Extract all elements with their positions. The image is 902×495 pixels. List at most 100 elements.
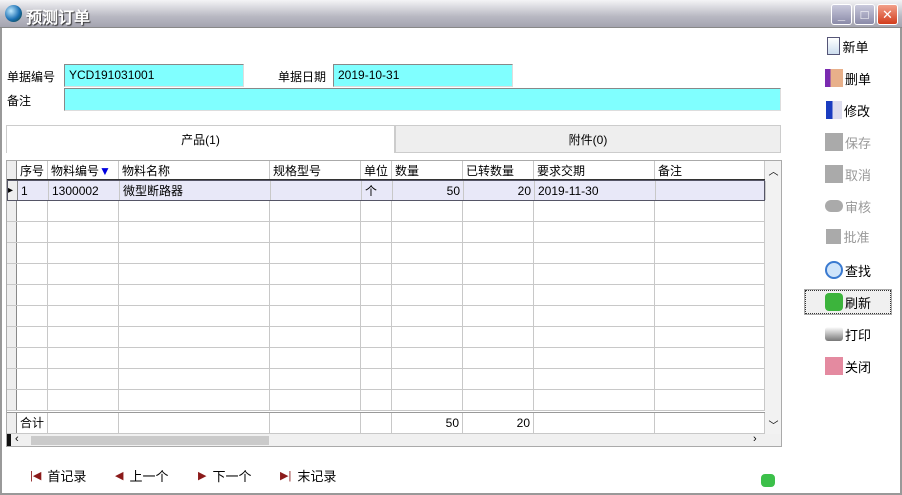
cell-seq[interactable]: 合计 (17, 413, 48, 433)
cell-converted[interactable] (463, 348, 534, 368)
table-row[interactable] (7, 222, 765, 243)
cell-seq[interactable] (17, 264, 48, 284)
cell-code[interactable] (48, 390, 119, 410)
col-due[interactable]: 要求交期 (534, 161, 655, 179)
cell-spec[interactable] (270, 390, 361, 410)
first-record-button[interactable]: |◀ 首记录 (30, 466, 86, 485)
cell-remark[interactable] (655, 264, 765, 284)
cell-name[interactable] (119, 264, 270, 284)
edit-button[interactable]: 修改 (805, 98, 891, 122)
cell-qty[interactable] (392, 285, 463, 305)
cell-converted[interactable] (463, 222, 534, 242)
audit-button[interactable]: 审核 (805, 194, 891, 218)
vertical-scrollbar[interactable]: ︿ ﹀ (765, 161, 781, 434)
doc-date-field[interactable]: 2019-10-31 (333, 64, 513, 87)
scroll-thumb[interactable] (31, 436, 269, 445)
cell-spec[interactable] (270, 327, 361, 347)
cell-converted[interactable] (463, 285, 534, 305)
cell-seq[interactable] (17, 201, 48, 221)
cell-spec[interactable] (270, 369, 361, 389)
cell-converted[interactable] (463, 306, 534, 326)
cell-qty[interactable] (392, 327, 463, 347)
cell-spec[interactable] (270, 264, 361, 284)
cell-qty[interactable] (392, 222, 463, 242)
cell-code[interactable] (48, 285, 119, 305)
cell-remark[interactable] (655, 369, 765, 389)
table-row[interactable] (7, 264, 765, 285)
cell-code[interactable] (48, 348, 119, 368)
cell-seq[interactable] (17, 243, 48, 263)
search-button[interactable]: 查找 (805, 258, 891, 282)
cancel-button[interactable]: 取消 (805, 162, 891, 186)
horizontal-scrollbar[interactable]: ‹ › (7, 433, 781, 446)
col-remark[interactable]: 备注 (655, 161, 765, 179)
cell-unit[interactable] (361, 327, 392, 347)
cell-code[interactable] (48, 243, 119, 263)
cell-name[interactable] (119, 285, 270, 305)
cell-remark[interactable] (655, 201, 765, 221)
cell-unit[interactable] (361, 348, 392, 368)
cell-remark[interactable] (655, 348, 765, 368)
cell-qty[interactable] (392, 201, 463, 221)
cell-due[interactable] (534, 243, 655, 263)
cell-name[interactable] (119, 327, 270, 347)
col-spec[interactable]: 规格型号 (270, 161, 361, 179)
cell-remark[interactable] (656, 181, 766, 200)
table-row[interactable] (7, 285, 765, 306)
save-button[interactable]: 保存 (805, 130, 891, 154)
cell-name[interactable] (119, 243, 270, 263)
print-button[interactable]: 打印 (805, 322, 891, 346)
tab-attachments[interactable]: 附件(0) (395, 125, 781, 153)
cell-unit[interactable]: 个 (362, 181, 393, 200)
cell-spec[interactable] (270, 306, 361, 326)
scroll-right-icon[interactable]: › (753, 433, 757, 445)
cell-converted[interactable] (463, 264, 534, 284)
col-qty[interactable]: 数量 (392, 161, 463, 179)
cell-converted[interactable] (463, 201, 534, 221)
cell-due[interactable] (534, 306, 655, 326)
cell-code[interactable] (48, 327, 119, 347)
cell-converted[interactable] (463, 243, 534, 263)
cell-code[interactable] (48, 264, 119, 284)
cell-qty[interactable]: 50 (392, 413, 463, 433)
cell-unit[interactable] (361, 390, 392, 410)
cell-due[interactable] (534, 327, 655, 347)
cell-due[interactable] (534, 413, 655, 433)
cell-code[interactable] (48, 222, 119, 242)
tab-products[interactable]: 产品(1) (6, 125, 395, 153)
cell-name[interactable] (119, 222, 270, 242)
cell-converted[interactable] (463, 390, 534, 410)
col-code[interactable]: 物料编号▼ (48, 161, 119, 179)
table-row[interactable] (7, 390, 765, 411)
cell-spec[interactable] (270, 348, 361, 368)
cell-converted[interactable] (463, 327, 534, 347)
cell-qty[interactable] (392, 390, 463, 410)
cell-unit[interactable] (361, 264, 392, 284)
cell-seq[interactable]: 1 (18, 181, 49, 200)
cell-unit[interactable] (361, 243, 392, 263)
cell-remark[interactable] (655, 413, 765, 433)
cell-qty[interactable] (392, 264, 463, 284)
table-row[interactable] (7, 327, 765, 348)
maximize-button[interactable]: □ (854, 4, 875, 25)
cell-code[interactable]: 1300002 (49, 181, 120, 200)
prev-record-button[interactable]: ◀ 上一个 (115, 466, 168, 485)
cell-name[interactable] (119, 369, 270, 389)
cell-due[interactable]: 2019-11-30 (535, 181, 656, 200)
cell-converted[interactable] (463, 369, 534, 389)
cell-spec[interactable] (270, 201, 361, 221)
cell-name[interactable] (119, 348, 270, 368)
cell-remark[interactable] (655, 285, 765, 305)
new-button[interactable]: 新单 (805, 34, 891, 58)
cell-unit[interactable] (361, 306, 392, 326)
cell-seq[interactable] (17, 369, 48, 389)
cell-spec[interactable] (270, 285, 361, 305)
table-row[interactable] (7, 306, 765, 327)
table-row[interactable] (7, 201, 765, 222)
cell-due[interactable] (534, 264, 655, 284)
cell-unit[interactable] (361, 201, 392, 221)
col-seq[interactable]: 序号 (17, 161, 48, 179)
remark-field[interactable] (64, 88, 781, 111)
cell-seq[interactable] (17, 390, 48, 410)
scroll-down-icon[interactable]: ﹀ (768, 421, 779, 432)
